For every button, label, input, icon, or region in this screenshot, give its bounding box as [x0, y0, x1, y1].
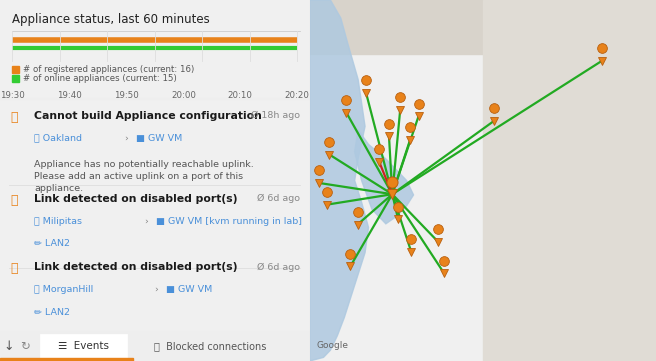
Text: ⓘ: ⓘ	[11, 111, 18, 124]
Text: Appliance has no potentially reachable uplink.
Please add an active uplink on a : Appliance has no potentially reachable u…	[34, 160, 254, 193]
Text: ›: ›	[152, 285, 161, 294]
Text: 19:50: 19:50	[114, 91, 138, 100]
Text: ›: ›	[122, 134, 132, 143]
Text: ✏ LAN2: ✏ LAN2	[34, 239, 70, 248]
Text: ⛳ MorganHill: ⛳ MorganHill	[34, 285, 93, 294]
Bar	[310, 0, 656, 54]
Text: ⓘ: ⓘ	[11, 262, 18, 275]
Polygon shape	[355, 130, 413, 224]
Text: ⓘ: ⓘ	[11, 194, 18, 207]
Bar	[0, 331, 310, 361]
Text: ■ GW VM [kvm running in lab]: ■ GW VM [kvm running in lab]	[155, 217, 302, 226]
Text: ⛳ Oakland: ⛳ Oakland	[34, 134, 82, 143]
Text: Cannot build Appliance configuration: Cannot build Appliance configuration	[34, 111, 262, 121]
Text: 19:40: 19:40	[57, 91, 82, 100]
Text: ↓: ↓	[3, 340, 14, 353]
Text: ↻: ↻	[20, 340, 30, 353]
Text: Link detected on disabled port(s): Link detected on disabled port(s)	[34, 262, 237, 273]
Text: ⛳ Milipitas: ⛳ Milipitas	[34, 217, 82, 226]
Bar	[12, 66, 19, 73]
Text: ☰  Events: ☰ Events	[58, 341, 109, 351]
Text: Ø 6d ago: Ø 6d ago	[257, 262, 300, 271]
Text: Appliance status, last 60 minutes: Appliance status, last 60 minutes	[12, 13, 210, 26]
Text: 20:10: 20:10	[228, 91, 253, 100]
Text: # of online appliances (current: 15): # of online appliances (current: 15)	[23, 74, 177, 83]
Text: ■ GW VM: ■ GW VM	[136, 134, 182, 143]
Text: Ø 6d ago: Ø 6d ago	[257, 194, 300, 203]
Text: ⛔  Blocked connections: ⛔ Blocked connections	[154, 341, 267, 351]
Text: 19:30: 19:30	[0, 91, 25, 100]
Text: Google: Google	[317, 341, 348, 350]
Bar	[483, 0, 656, 361]
Text: 20:00: 20:00	[171, 91, 195, 100]
Bar	[12, 75, 19, 82]
Bar	[40, 334, 127, 358]
Text: Ø 18h ago: Ø 18h ago	[251, 111, 300, 120]
Text: ■ GW VM: ■ GW VM	[166, 285, 212, 294]
Text: # of registered appliances (current: 16): # of registered appliances (current: 16)	[23, 65, 194, 74]
Text: Link detected on disabled port(s): Link detected on disabled port(s)	[34, 194, 237, 204]
Text: 20:20: 20:20	[285, 91, 310, 100]
Bar	[0, 358, 133, 361]
Text: ›: ›	[142, 217, 152, 226]
Text: ✏ LAN2: ✏ LAN2	[34, 308, 70, 317]
Polygon shape	[310, 0, 369, 361]
